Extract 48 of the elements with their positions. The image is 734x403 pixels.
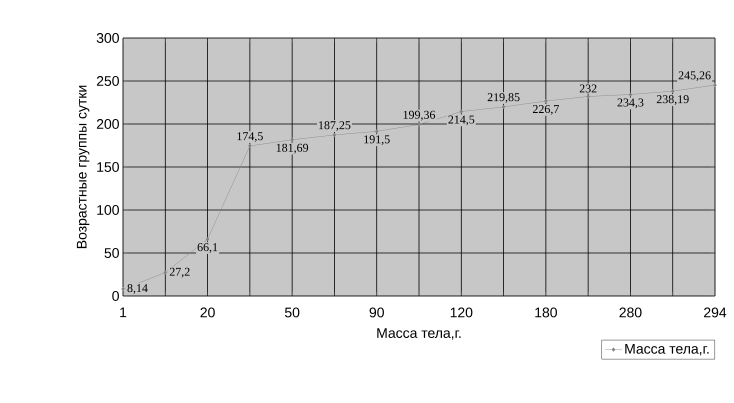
point — [164, 270, 167, 275]
point — [502, 104, 506, 110]
data-label: 232 — [580, 84, 596, 92]
y-tick-label: 150 — [97, 162, 119, 172]
x-tick-label: 120 — [450, 308, 472, 318]
point — [417, 122, 421, 127]
data-label: 245,26 — [678, 71, 711, 82]
data-label: 226,7 — [532, 105, 559, 115]
x-tick-label: 90 — [370, 308, 384, 318]
y-tick-label: 200 — [96, 119, 119, 129]
data-label: 234,3 — [618, 98, 644, 108]
x-axis-title: Масса тела,г. — [377, 328, 461, 340]
y-tick-label: 250 — [96, 76, 119, 86]
point — [586, 94, 590, 99]
data-label: 219,85 — [488, 93, 520, 103]
data-label: 199,36 — [404, 110, 436, 121]
x-tick-label: 180 — [535, 308, 557, 318]
point — [121, 286, 125, 292]
x-tick-label: 280 — [620, 308, 642, 318]
data-label: 214,5 — [448, 116, 474, 126]
data-label: 66,1 — [198, 243, 218, 253]
point — [460, 109, 463, 114]
y-tick-label: 50 — [104, 248, 119, 258]
legend-label: Масса тела,г. — [625, 344, 709, 356]
y-tick-label: 0 — [112, 291, 119, 301]
point — [671, 88, 674, 94]
data-label: 174,5 — [237, 132, 263, 142]
point — [375, 129, 378, 134]
data-label: 191,5 — [364, 135, 390, 146]
point — [206, 236, 210, 242]
data-label: 8,14 — [127, 284, 148, 294]
point — [248, 144, 252, 148]
x-tick-label: 294 — [704, 308, 726, 318]
data-label: 238,19 — [656, 95, 689, 105]
y-tick-label: 100 — [97, 205, 119, 215]
point — [544, 98, 548, 104]
x-tick-label: 1 — [120, 308, 126, 318]
data-label: 181,69 — [276, 144, 308, 154]
point — [628, 92, 632, 97]
data-label: 187,25 — [319, 121, 350, 131]
point — [290, 138, 294, 142]
data-label: 27,2 — [170, 268, 190, 278]
x-tick-label: 20 — [200, 308, 215, 318]
x-tick-label: 50 — [284, 308, 300, 318]
point — [713, 82, 717, 88]
y-axis-title: Возрастные группы сутки — [76, 86, 90, 248]
point — [332, 132, 336, 138]
y-tick-label: 300 — [96, 33, 119, 43]
